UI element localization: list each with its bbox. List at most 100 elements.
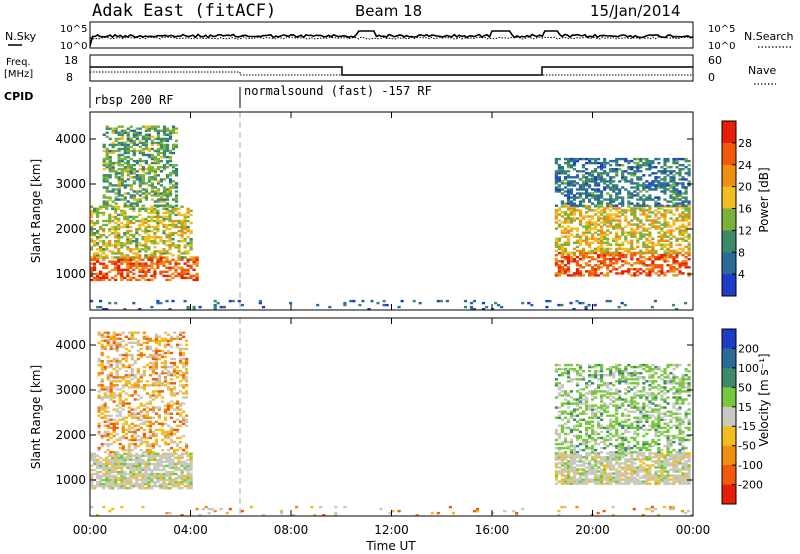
velocity-cell: [642, 466, 646, 469]
power-cell: [569, 202, 574, 205]
velocity-cell: [159, 464, 163, 468]
power-cell: [578, 196, 583, 199]
velocity-cell: [100, 343, 104, 346]
power-cell: [189, 209, 193, 213]
velocity-cell: [169, 430, 174, 434]
power-cell: [642, 235, 646, 238]
power-cell: [675, 159, 679, 163]
power-cell: [563, 202, 568, 205]
velocity-cell: [90, 487, 94, 490]
power-cell: [159, 198, 163, 201]
power-cell: [96, 254, 100, 257]
power-cell: [147, 164, 151, 167]
velocity-cell: [154, 372, 158, 375]
velocity-cell: [157, 428, 161, 432]
power-cell: [114, 278, 118, 282]
velocity-cell: [585, 430, 589, 434]
power-cell: [657, 157, 661, 161]
power-cell: [469, 308, 474, 311]
velocity-cell: [105, 480, 109, 484]
velocity-cell: [566, 474, 571, 477]
velocity-cell: [163, 384, 168, 387]
velocity-cell: [151, 410, 155, 413]
velocity-cell: [115, 408, 119, 411]
velocity-cell: [675, 456, 679, 459]
velocity-cell: [636, 454, 640, 457]
power-cell: [678, 262, 682, 265]
power-cell: [144, 143, 148, 147]
velocity-cell: [115, 347, 119, 351]
power-cell: [594, 223, 598, 226]
power-cell: [102, 149, 106, 153]
velocity-cell: [557, 446, 561, 450]
velocity-cell: [563, 402, 568, 405]
power-cell: [687, 159, 691, 163]
velocity-cell: [178, 337, 183, 340]
power-cell: [117, 213, 121, 217]
velocity-cell: [588, 466, 592, 469]
velocity-cell: [115, 451, 119, 454]
power-cell: [597, 223, 601, 226]
velocity-cell: [106, 444, 110, 448]
velocity-cell: [106, 341, 110, 344]
power-cell: [171, 184, 176, 187]
power-cell: [681, 182, 685, 185]
nave-label: Nave: [748, 64, 776, 77]
velocity-cell: [130, 408, 134, 411]
velocity-cell: [171, 466, 175, 470]
power-cell: [603, 178, 607, 181]
velocity-cell: [572, 378, 577, 381]
velocity-cell: [99, 478, 103, 482]
power-cell: [603, 186, 607, 189]
power-cell: [120, 260, 124, 263]
power-cell: [147, 207, 151, 210]
power-cell: [108, 260, 112, 263]
power-cell: [168, 178, 173, 181]
velocity-cell: [169, 365, 174, 369]
velocity-cell: [127, 394, 131, 397]
power-cell: [563, 241, 568, 244]
power-cell: [171, 254, 175, 257]
power-cell: [168, 215, 172, 219]
power-cell: [642, 198, 646, 201]
velocity-cell: [189, 478, 193, 482]
power-cell: [105, 127, 109, 130]
velocity-cell: [182, 420, 186, 423]
velocity-cell: [157, 353, 161, 357]
velocity-cell: [174, 480, 178, 484]
power-cell: [612, 254, 616, 257]
power-cell: [147, 125, 151, 128]
power-cell: [615, 213, 619, 216]
power-cell: [575, 299, 579, 303]
power-cell: [90, 268, 94, 271]
velocity-cell: [96, 476, 100, 480]
velocity-cell: [672, 456, 676, 459]
velocity-cell: [585, 476, 589, 479]
velocity-cell: [103, 434, 107, 438]
power-cell: [615, 249, 619, 253]
power-cell: [639, 256, 643, 259]
power-cell: [603, 198, 607, 201]
velocity-cell: [133, 428, 137, 432]
velocity-cell: [669, 478, 673, 481]
velocity-cell: [560, 418, 564, 421]
velocity-cell: [138, 474, 142, 478]
power-cell: [177, 258, 181, 261]
velocity-cell: [112, 418, 116, 421]
power-cell: [600, 260, 604, 263]
velocity-cell: [672, 482, 676, 485]
power-cell: [600, 237, 604, 240]
power-cell: [669, 172, 673, 175]
velocity-cell: [148, 448, 152, 452]
power-cell: [180, 231, 184, 235]
power-cell: [600, 243, 604, 246]
velocity-cell: [182, 416, 186, 419]
velocity-cell: [133, 412, 137, 415]
power-cell: [639, 178, 643, 181]
velocity-cell: [103, 451, 107, 454]
power-cell: [527, 301, 531, 305]
velocity-cell: [163, 432, 168, 436]
velocity-cell: [621, 472, 625, 475]
power-cell: [678, 231, 682, 234]
y-tick-label: 2000: [55, 222, 86, 236]
